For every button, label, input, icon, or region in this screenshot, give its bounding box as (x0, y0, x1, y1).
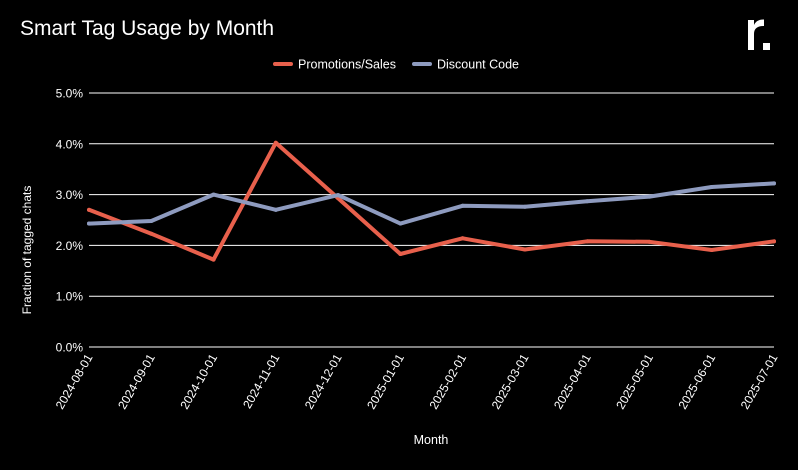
x-tick-label: 2025-04-01 (551, 351, 594, 411)
data-point (273, 140, 278, 145)
y-tick-label: 1.0% (56, 290, 84, 304)
x-tick-label: 2025-06-01 (676, 351, 719, 411)
x-tick-label: 2025-02-01 (426, 351, 469, 411)
data-point (149, 231, 154, 236)
y-tick-label: 2.0% (56, 239, 84, 253)
x-tick-label: 2025-05-01 (613, 351, 656, 411)
x-tick-label: 2025-03-01 (489, 351, 532, 411)
data-point (709, 184, 714, 189)
series-line-promotions-sales (87, 140, 776, 262)
y-axis-ticks: 0.0% 1.0% 2.0% 3.0% 4.0% 5.0% (56, 87, 84, 355)
data-point (522, 247, 527, 252)
series-line-discount-code (87, 181, 776, 226)
x-tick-label: 2024-10-01 (177, 351, 220, 411)
legend-label-discount-code: Discount Code (437, 58, 519, 72)
data-point (87, 207, 91, 212)
data-point (585, 239, 590, 244)
y-tick-label: 4.0% (56, 137, 84, 151)
data-point (647, 194, 652, 199)
data-point (522, 204, 527, 209)
legend-label-promotions: Promotions/Sales (298, 58, 396, 72)
series-lines (87, 140, 776, 262)
x-axis-ticks: 2024-08-01 2024-09-01 2024-10-01 2024-11-01… (53, 351, 781, 411)
x-tick-label: 2024-12-01 (302, 351, 345, 411)
x-tick-label: 2024-11-01 (240, 351, 283, 411)
x-axis-label: Month (414, 433, 449, 447)
data-point (398, 252, 403, 257)
data-point (211, 192, 216, 197)
gridlines (89, 92, 774, 348)
y-axis-label: Fraction of tagged chats (20, 186, 34, 315)
data-point (149, 219, 154, 224)
data-point (709, 247, 714, 252)
y-tick-label: 3.0% (56, 188, 84, 202)
data-point (647, 239, 652, 244)
y-tick-label: 5.0% (56, 87, 84, 101)
x-tick-label: 2024-08-01 (53, 351, 96, 411)
brand-logo-mark (748, 19, 770, 50)
data-point (336, 193, 341, 198)
data-point (398, 221, 403, 226)
brand-logo (744, 8, 774, 54)
data-point (87, 221, 91, 226)
legend: Promotions/Sales Discount Code (273, 58, 519, 72)
y-tick-label: 0.0% (56, 341, 84, 355)
data-point (772, 181, 776, 186)
x-tick-label: 2024-09-01 (115, 351, 158, 411)
data-point (211, 257, 216, 262)
data-point (585, 199, 590, 204)
data-point (273, 207, 278, 212)
data-point (460, 203, 465, 208)
x-tick-label: 2025-01-01 (364, 351, 407, 411)
chart-title: Smart Tag Usage by Month (20, 17, 275, 40)
x-tick-label: 2025-07-01 (738, 351, 781, 411)
data-point (772, 239, 776, 244)
data-point (460, 236, 465, 241)
